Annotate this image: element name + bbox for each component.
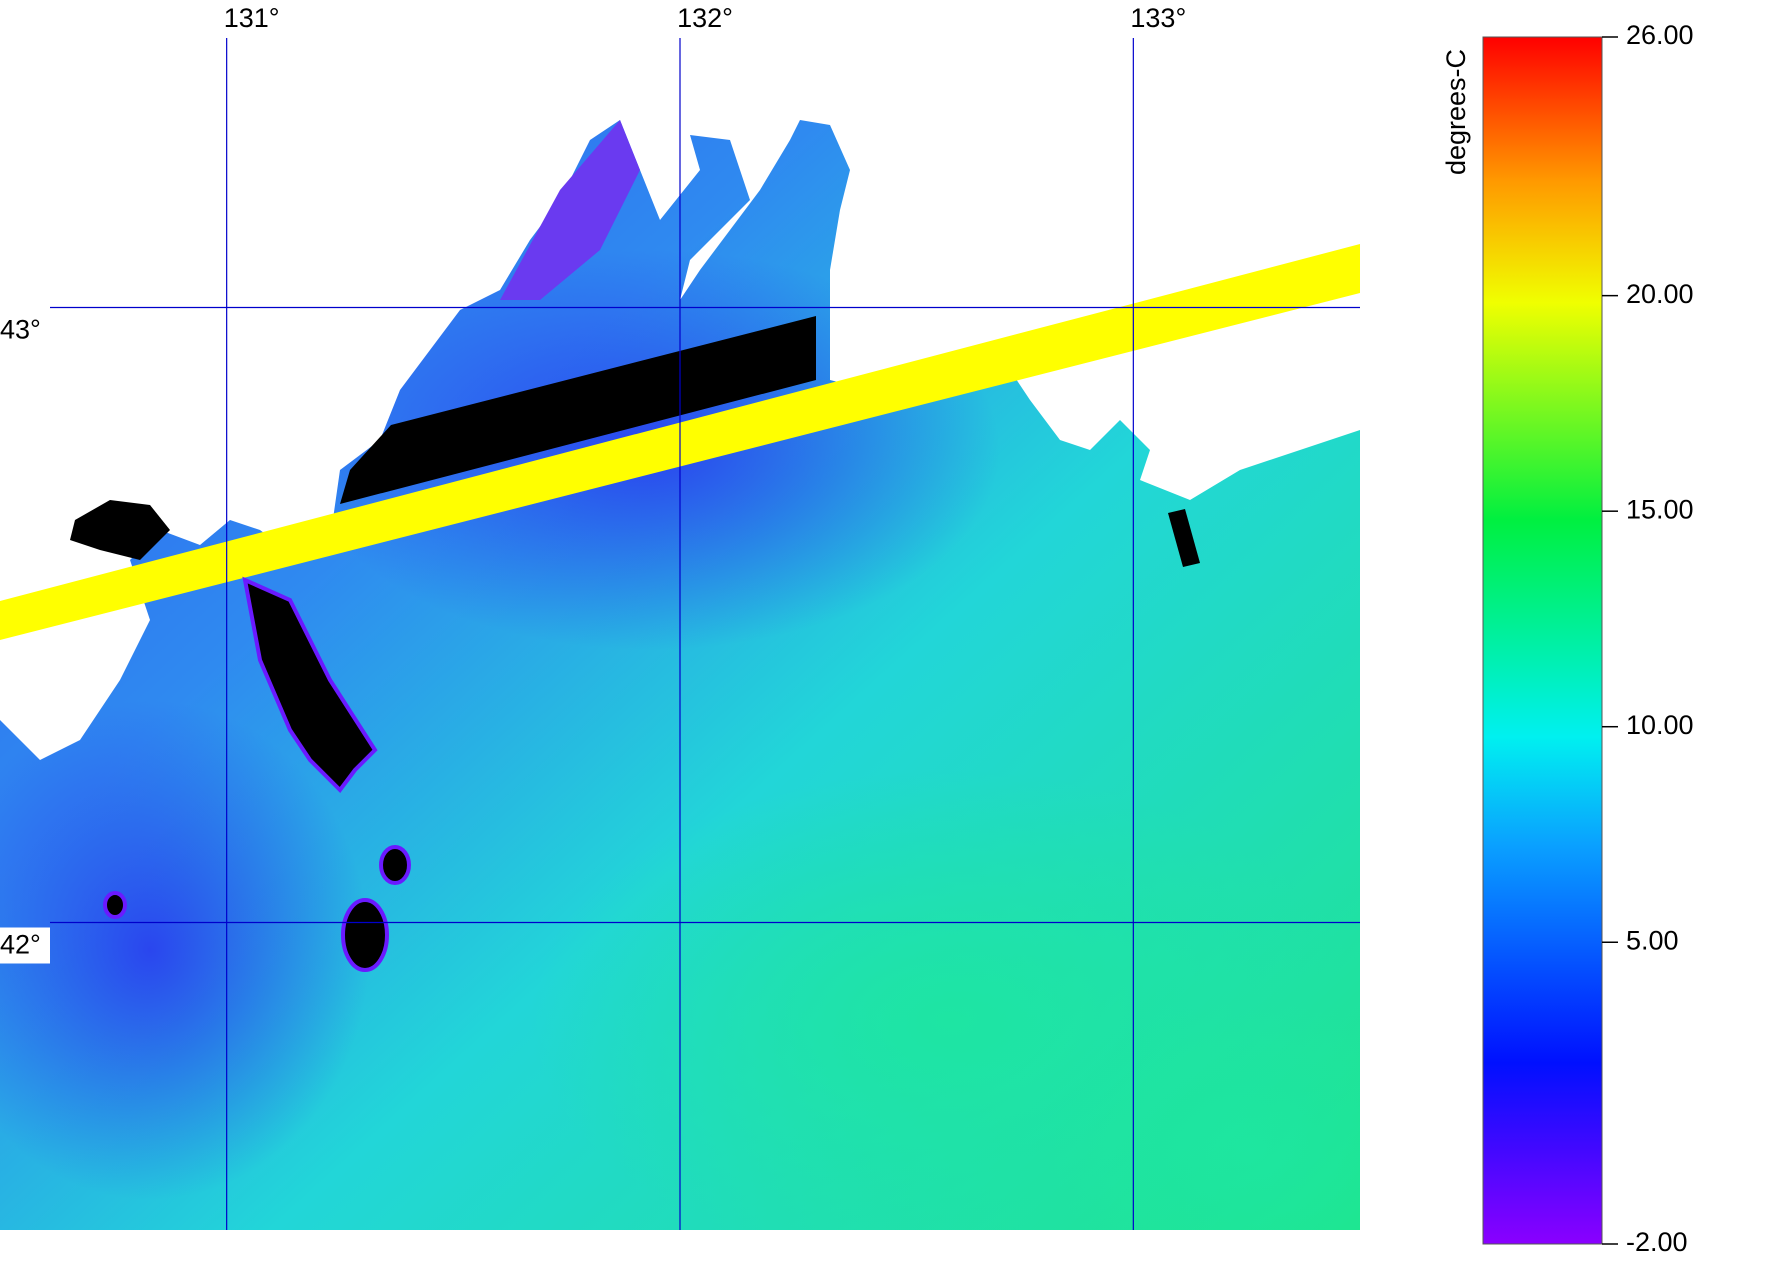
longitude-label: 133°	[1130, 3, 1186, 33]
sst-image	[0, 0, 1360, 1230]
colorbar	[1483, 37, 1602, 1244]
longitude-label: 131°	[224, 3, 280, 33]
latitude-label: 43°	[0, 315, 41, 345]
colorbar-tick-label: 15.00	[1626, 494, 1694, 524]
latitude-label: 42°	[0, 930, 41, 960]
latitude-label-box	[0, 312, 50, 349]
colorbar-tick-label: 26.00	[1626, 20, 1694, 50]
colorbar-tick-label: -2.00	[1626, 1227, 1688, 1257]
longitude-label: 132°	[677, 3, 733, 33]
colorbar-frame	[1482, 36, 1603, 1245]
colorbar-tick-label: 10.00	[1626, 710, 1694, 740]
latitude-label-box	[0, 927, 50, 964]
colorbar-label: degrees-C	[1441, 49, 1471, 175]
colorbar-tick-label: 20.00	[1626, 279, 1694, 309]
colorbar-tick-label: 5.00	[1626, 925, 1679, 955]
